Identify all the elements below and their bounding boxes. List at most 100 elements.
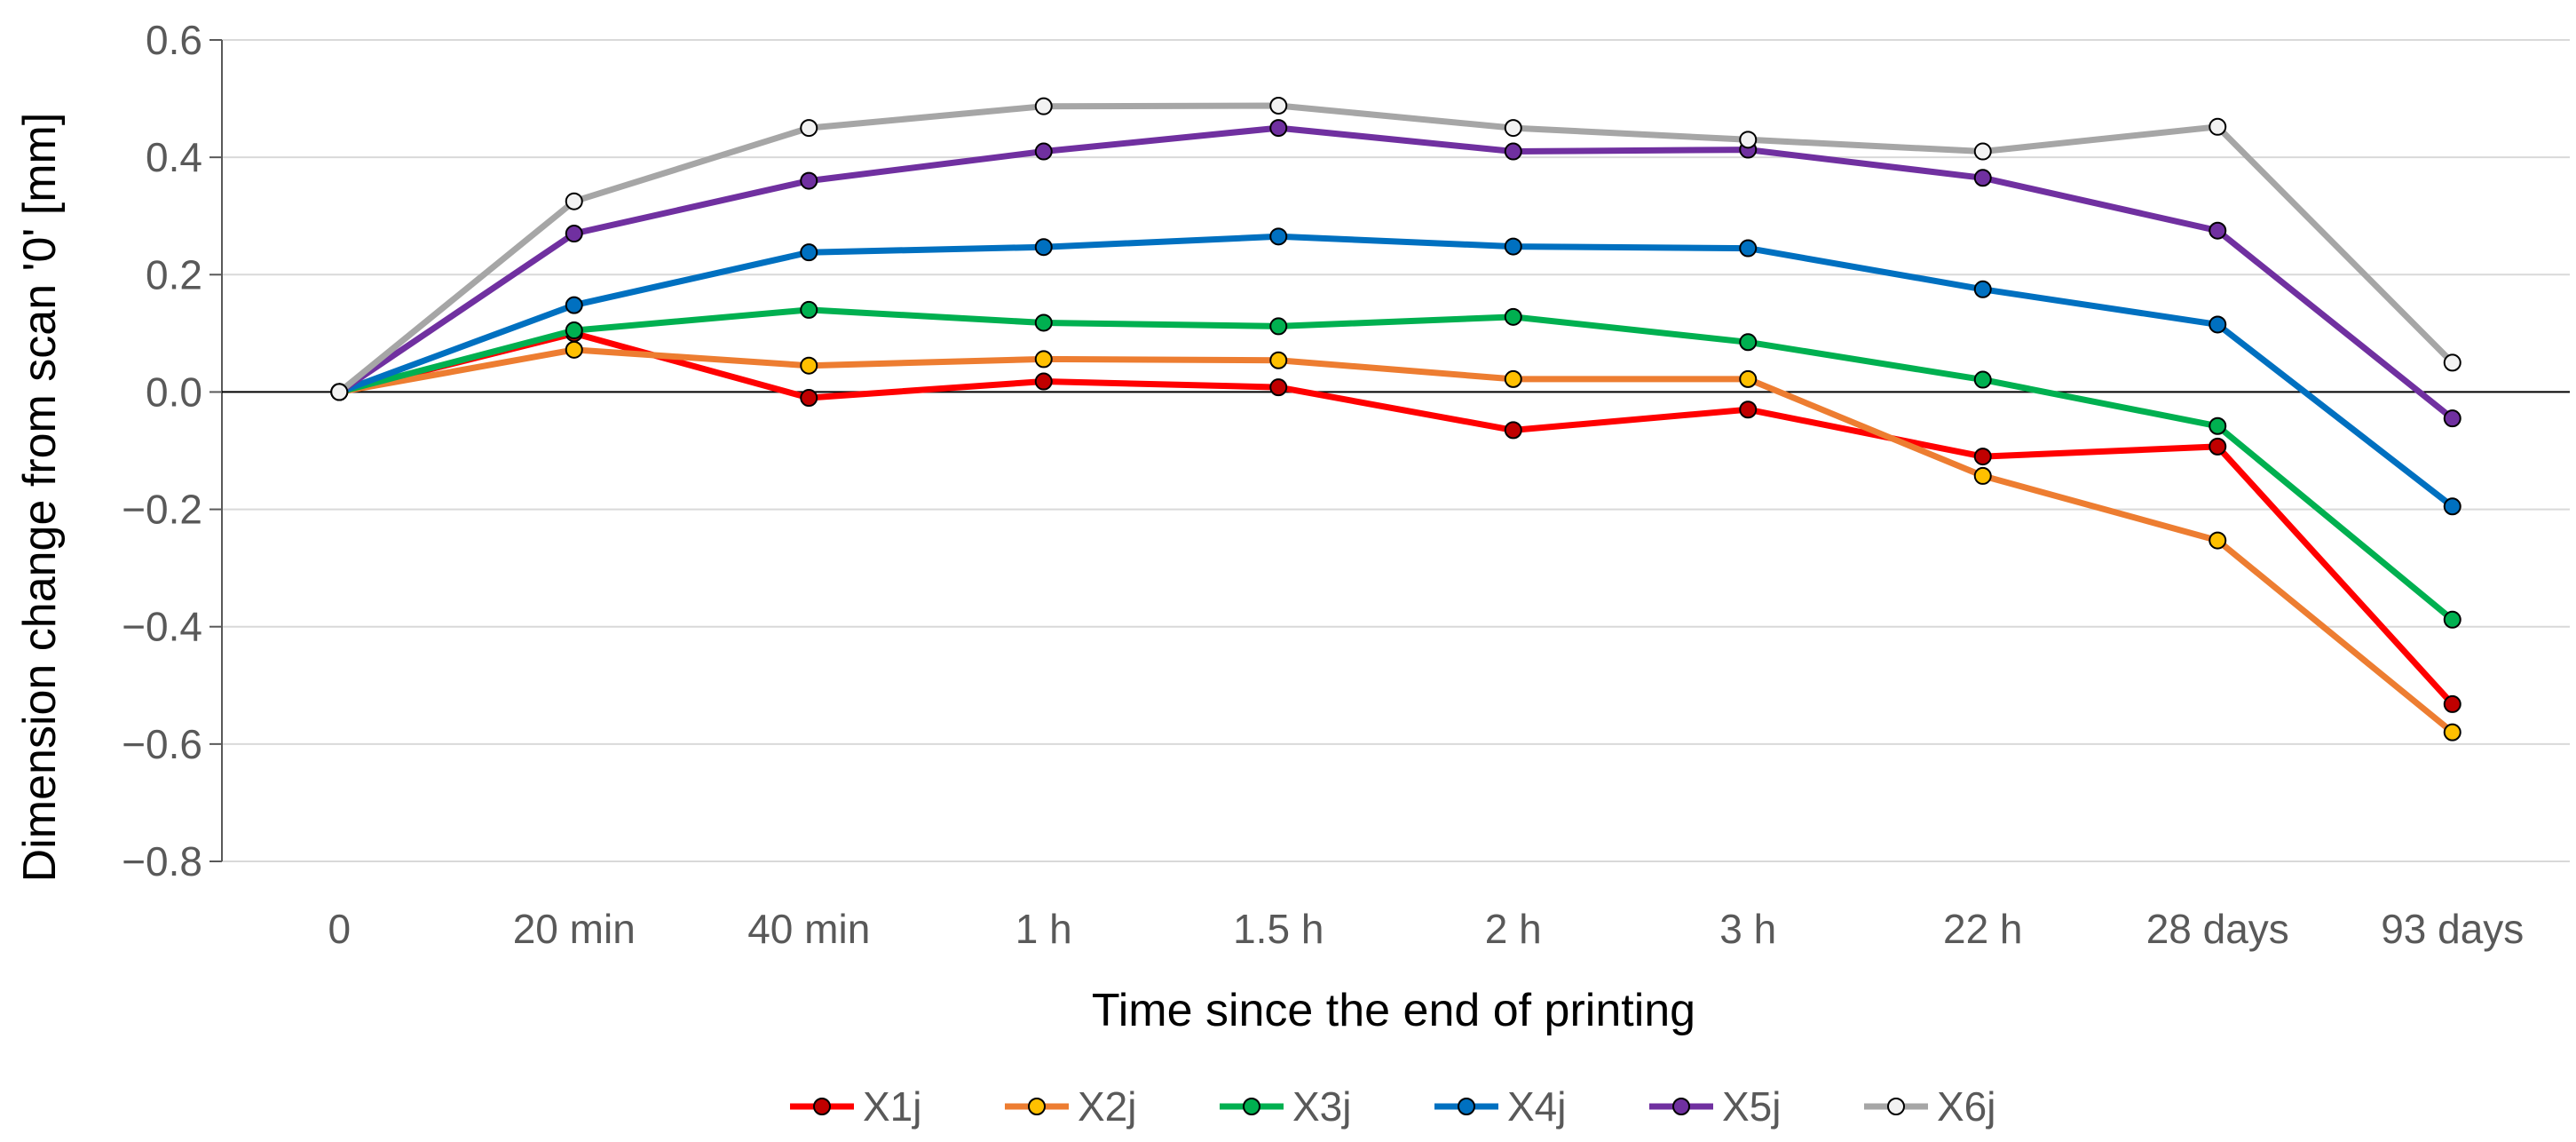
data-point — [330, 383, 349, 401]
data-point — [1269, 378, 1288, 397]
series-X4j — [330, 227, 2461, 516]
data-point — [1034, 372, 1053, 391]
y-tick-labels: 0.6 0.4 0.2 0.0 −0.2 −0.4 −0.6 −0.8 — [122, 17, 202, 884]
data-point — [2209, 315, 2227, 334]
legend-marker — [1672, 1098, 1690, 1115]
data-point — [2209, 437, 2227, 456]
y-tick-label: −0.2 — [122, 487, 202, 533]
data-point — [565, 321, 583, 340]
data-point — [1504, 307, 1522, 326]
x-tick-label: 3 h — [1719, 906, 1776, 952]
data-point — [1269, 97, 1288, 115]
y-tick-label: 0.2 — [146, 251, 202, 297]
data-point — [800, 171, 818, 190]
data-point — [1504, 237, 1522, 256]
legend-marker — [1028, 1098, 1046, 1115]
data-point — [1269, 317, 1288, 336]
data-point — [1973, 169, 1992, 187]
series-line — [336, 306, 2456, 623]
data-point — [1973, 448, 1992, 466]
data-point — [800, 389, 818, 408]
x-tick-label: 40 min — [747, 906, 870, 952]
series-line — [336, 329, 2456, 708]
series-X2j — [330, 340, 2461, 742]
data-point — [1034, 97, 1053, 115]
data-point — [1034, 350, 1053, 369]
data-point — [800, 119, 818, 138]
series-X6j — [330, 97, 2461, 401]
legend-label: X3j — [1292, 1083, 1351, 1130]
y-tick-label: −0.6 — [122, 721, 202, 767]
series-line — [336, 346, 2456, 736]
x-tick-label: 2 h — [1485, 906, 1542, 952]
x-tick-label: 22 h — [1943, 906, 2023, 952]
data-point — [2209, 221, 2227, 240]
data-point — [2443, 723, 2461, 742]
data-point — [1504, 421, 1522, 440]
data-point — [1504, 369, 1522, 388]
data-point — [2443, 497, 2461, 516]
legend-item: X6j — [1864, 1083, 1995, 1130]
data-point — [1269, 119, 1288, 138]
gridlines — [222, 39, 2570, 862]
y-tick-label: −0.4 — [122, 604, 202, 650]
legend-marker — [813, 1098, 831, 1115]
y-tick-label: 0.4 — [146, 134, 202, 180]
data-point — [2443, 610, 2461, 629]
legend-marker — [1243, 1098, 1260, 1115]
series-lines — [330, 97, 2461, 742]
data-point — [565, 192, 583, 210]
data-point — [2209, 531, 2227, 550]
series-X3j — [330, 300, 2461, 629]
data-point — [1739, 333, 1758, 352]
legend-label: X6j — [1937, 1083, 1995, 1130]
legend-marker — [1458, 1098, 1475, 1115]
legend-label: X1j — [863, 1083, 921, 1130]
series-line — [336, 233, 2456, 510]
data-point — [1739, 131, 1758, 149]
data-point — [1034, 142, 1053, 161]
data-point — [1739, 369, 1758, 388]
axes — [209, 39, 2570, 862]
legend-item: X3j — [1220, 1083, 1351, 1130]
data-point — [1269, 227, 1288, 246]
y-tick-label: −0.8 — [122, 838, 202, 884]
series-line — [336, 102, 2456, 395]
data-point — [800, 300, 818, 319]
y-axis-title: Dimension change from scan '0' [mm] — [14, 113, 66, 883]
x-tick-labels: 0 20 min 40 min 1 h 1.5 h 2 h 3 h 22 h 28 days 93… — [328, 906, 2524, 952]
data-point — [565, 296, 583, 314]
data-point — [2209, 117, 2227, 136]
x-tick-label: 1 h — [1015, 906, 1072, 952]
data-point — [1034, 238, 1053, 257]
data-point — [1269, 351, 1288, 369]
data-point — [800, 356, 818, 375]
data-point — [2209, 416, 2227, 435]
data-point — [1973, 280, 1992, 298]
data-point — [1034, 313, 1053, 332]
data-point — [1973, 142, 1992, 161]
legend-label: X5j — [1722, 1083, 1781, 1130]
data-point — [1504, 142, 1522, 161]
data-point — [1739, 239, 1758, 258]
data-point — [2443, 353, 2461, 372]
data-point — [1504, 119, 1522, 138]
x-tick-label: 0 — [328, 906, 351, 952]
series-X5j — [330, 119, 2461, 428]
legend-marker — [1887, 1098, 1905, 1115]
data-point — [1973, 466, 1992, 485]
x-tick-label: 20 min — [513, 906, 636, 952]
x-axis-title: Time since the end of printing — [1092, 985, 1695, 1036]
legend-label: X4j — [1507, 1083, 1566, 1130]
data-point — [2443, 694, 2461, 713]
data-point — [565, 225, 583, 243]
legend: X1j X2j X3j X4j X5j X6j — [790, 1083, 1995, 1130]
legend-item: X4j — [1434, 1083, 1566, 1130]
x-tick-label: 93 days — [2381, 906, 2524, 952]
data-point — [2443, 409, 2461, 428]
legend-item: X5j — [1649, 1083, 1781, 1130]
data-point — [1973, 370, 1992, 389]
y-tick-label: 0.6 — [146, 17, 202, 63]
